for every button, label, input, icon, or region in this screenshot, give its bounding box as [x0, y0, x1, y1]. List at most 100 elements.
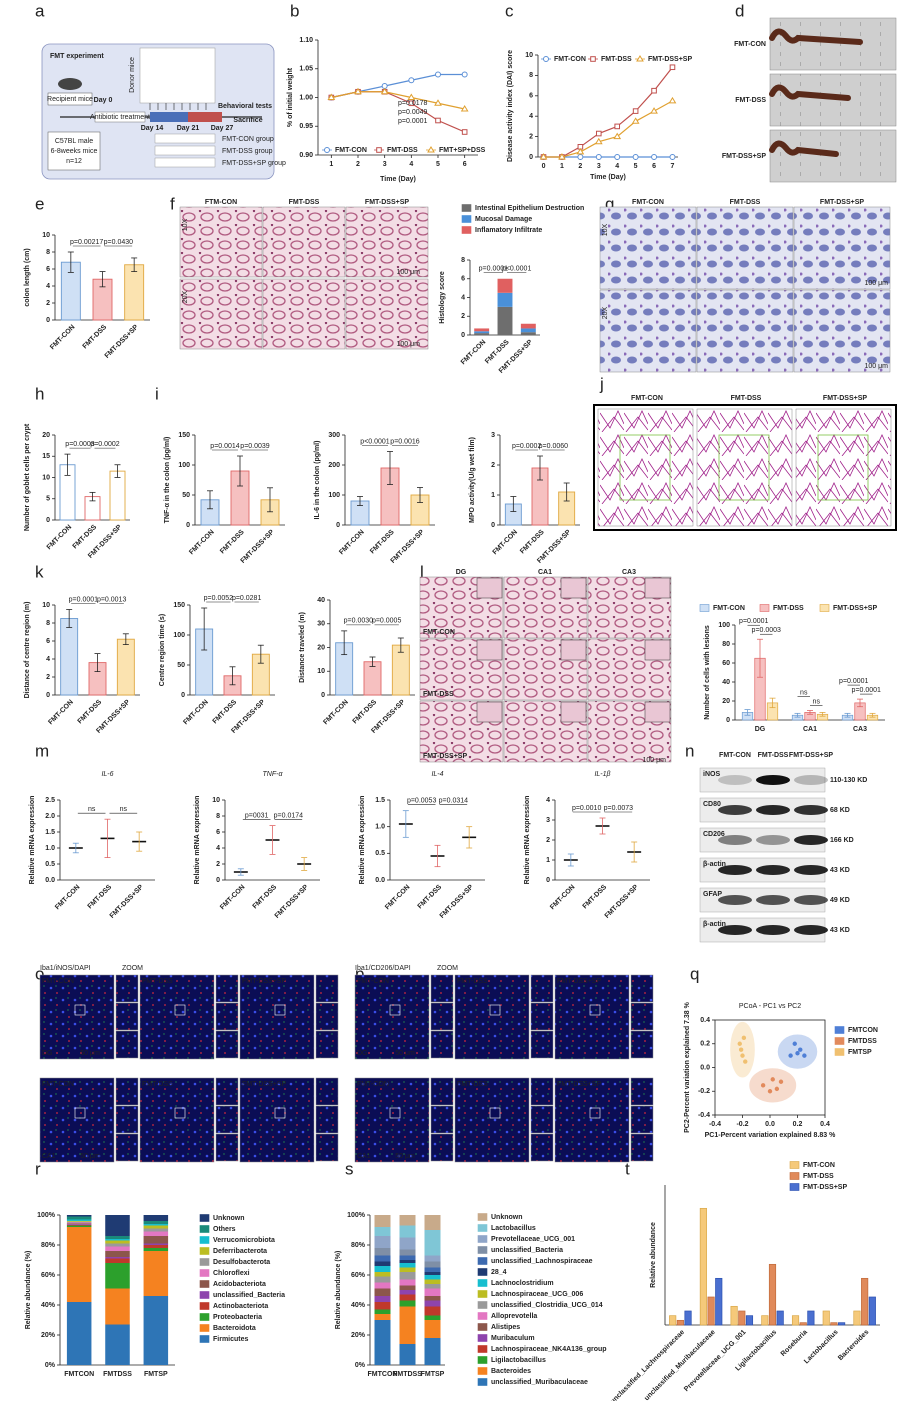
zoom-image [215, 1030, 239, 1059]
x-tick-label: 4 [615, 163, 619, 170]
zoom-box [389, 1004, 401, 1016]
blot-band [756, 895, 790, 905]
bar-segment [399, 1300, 416, 1307]
x-tick-label: FMT-DSS+SP [104, 324, 140, 360]
y-tick-label: 20 [42, 432, 50, 439]
bar-segment [424, 1288, 441, 1296]
fluorescence-image [454, 974, 530, 1060]
bar-segment [399, 1272, 416, 1280]
recipient-box [47, 92, 93, 106]
y-tick-label: 100 [328, 492, 340, 499]
annotation: p=0.0013 [97, 596, 126, 603]
row-label: FMT-CON [423, 629, 455, 636]
y-tick-label: 4 [529, 113, 533, 120]
marker [595, 154, 602, 160]
y-tick-label: 10 [42, 602, 50, 609]
y-tick-label: 4 [46, 656, 50, 663]
x-tick-label: CA3 [853, 726, 867, 733]
y-tick-label: 1.05 [299, 66, 313, 73]
zoom-image [215, 1133, 239, 1162]
size-label: 166 KD [830, 837, 854, 844]
point [737, 1041, 742, 1046]
annotation: p=0.0001 [739, 618, 768, 625]
legend-label: Unknown [213, 1215, 245, 1222]
bar-segment [399, 1249, 416, 1256]
x-tick-label: 6 [652, 163, 656, 170]
y-axis-label: Relative mRNA expression [194, 796, 201, 885]
y-tick-label: 0.4 [700, 1017, 710, 1024]
group-label: FMT-CON group [222, 136, 274, 143]
size-label: 43 KD [830, 927, 850, 934]
x-tick-label: FMT-CON [492, 529, 519, 556]
marker [651, 154, 658, 160]
y-tick-label: 2 [491, 462, 495, 469]
group-label: FMT-DSS group [222, 148, 273, 155]
x-tick-label: 0 [542, 163, 546, 170]
blot-band [756, 925, 790, 935]
x-tick-label: 5 [436, 161, 440, 168]
bar [124, 264, 145, 321]
bar-segment [424, 1315, 441, 1320]
y-tick-label: 20 [317, 644, 325, 651]
x-tick-label: 0.4 [820, 1121, 830, 1128]
marker [632, 154, 639, 160]
annotation: p=0.0001 [479, 266, 508, 273]
zoom-image [115, 1133, 139, 1162]
region-label: CA1 [42, 1153, 56, 1160]
column-label: FMT-DSS [731, 395, 762, 402]
micrograph [599, 206, 697, 290]
column-label: CA3 [622, 569, 636, 576]
bar-segment [374, 1276, 391, 1283]
bar-segment [143, 1215, 169, 1221]
panel-letter: t [625, 1159, 630, 1178]
legend-swatch [477, 1213, 488, 1221]
x-tick-label: FMT-DSS+SP [604, 884, 640, 920]
bar-segment [399, 1306, 416, 1344]
marker [636, 55, 644, 62]
bar [738, 1310, 746, 1326]
bar-segment [105, 1215, 130, 1236]
marker [435, 71, 441, 78]
legend-swatch [834, 1026, 845, 1034]
zoom-box [389, 1107, 401, 1119]
bar-segment [374, 1282, 391, 1289]
stain-label: Iba1/CD206/DAPI [355, 965, 411, 972]
bar [676, 1319, 684, 1326]
y-tick-label: 4 [461, 294, 465, 301]
panel-letter: j [599, 374, 604, 393]
day-label: Day 21 [177, 125, 200, 132]
bar [853, 1310, 861, 1326]
y-tick-label: 6 [46, 266, 50, 273]
legend-swatch [477, 1235, 488, 1243]
column-label: FMT-DSS+SP [789, 752, 833, 759]
bar-segment [424, 1215, 441, 1230]
panel-letter: i [155, 384, 159, 403]
bar [861, 1277, 869, 1326]
zoom-box [274, 1107, 286, 1119]
marker [650, 107, 658, 114]
legend-swatch [834, 1037, 845, 1045]
zoom-image [630, 1030, 654, 1059]
point [767, 1089, 773, 1094]
y-tick-label: 0.2 [700, 1041, 710, 1048]
blot-band [794, 895, 828, 905]
bar [745, 1315, 754, 1326]
blot-band [794, 775, 828, 785]
legend-label: FMT-DSS [803, 1173, 834, 1180]
fluorescence-image [39, 1077, 115, 1163]
dss-bar [188, 112, 222, 122]
legend-swatch [461, 226, 472, 234]
x-tick-label: FMT-CON [47, 699, 74, 726]
legend-label: FMTSP [848, 1049, 872, 1056]
annotation: p=0.0073 [604, 805, 633, 812]
bar-segment [424, 1306, 441, 1316]
micrograph [262, 278, 346, 350]
region-label: CA1 [357, 1153, 371, 1160]
y-tick-label: 0 [546, 877, 550, 884]
group-label: FMT-CON [42, 978, 74, 985]
bar-segment [105, 1240, 130, 1244]
legend-swatch [477, 1257, 488, 1265]
marker [651, 87, 657, 94]
x-tick-label: FMT-DSS [219, 529, 246, 556]
fluorescence-image [139, 974, 215, 1060]
